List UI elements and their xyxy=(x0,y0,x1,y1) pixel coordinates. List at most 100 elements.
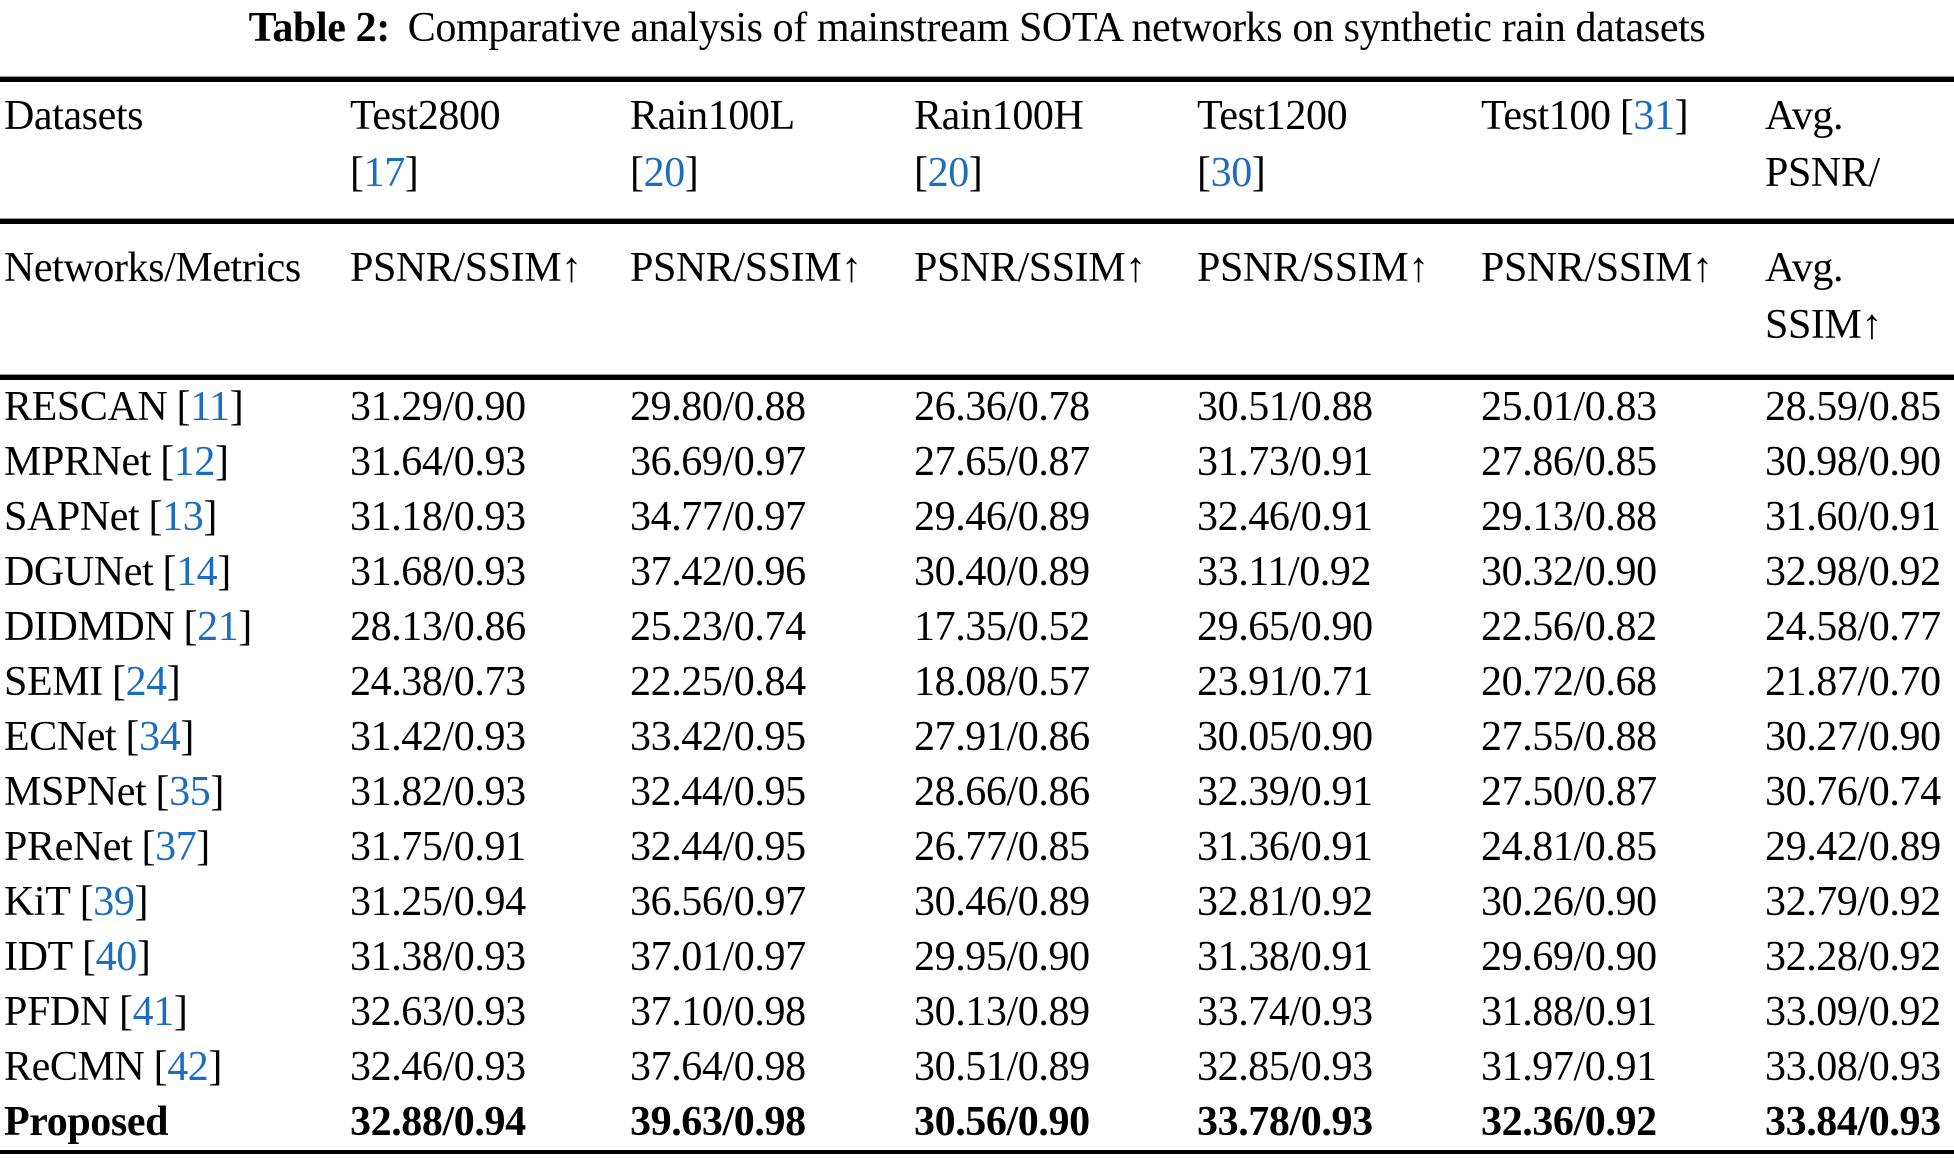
network-name: KiT xyxy=(4,879,71,925)
metric-value: 31.82/0.93 xyxy=(350,769,526,815)
network-name: IDT xyxy=(4,934,73,980)
citation-link[interactable]: 13 xyxy=(162,494,204,540)
citation-link[interactable]: 31 xyxy=(1633,93,1675,139)
metric-value: 29.69/0.90 xyxy=(1481,934,1657,980)
metric-value: 31.38/0.93 xyxy=(350,934,526,980)
citation-bracket: ] xyxy=(136,934,151,980)
dataset-header-rain100l: Rain100L [20] xyxy=(630,93,795,196)
metric-value: 31.73/0.91 xyxy=(1197,439,1373,485)
citation-bracket: ] xyxy=(210,769,224,815)
citation-bracket: ] xyxy=(215,439,229,485)
metric-value: 17.35/0.52 xyxy=(914,604,1090,650)
table-body: RESCAN [11] 31.29/0.90 29.80/0.88 26.36/0.78… xyxy=(0,380,1954,1150)
metric-value: 29.13/0.88 xyxy=(1481,494,1657,540)
network-cell: PReNet [37] xyxy=(0,820,346,875)
table-row: DGUNet [14] 31.68/0.93 37.42/0.96 30.40/0.89… xyxy=(0,545,1954,600)
citation-link[interactable]: 41 xyxy=(132,989,175,1035)
metric-value: 30.32/0.90 xyxy=(1481,549,1657,595)
citation-bracket: ] xyxy=(134,879,149,925)
table-row: PReNet [37] 31.75/0.91 32.44/0.95 26.77/0.85… xyxy=(0,820,1954,875)
citation-bracket: [ xyxy=(119,989,133,1035)
citation-bracket: ] xyxy=(173,989,188,1035)
network-cell: KiT [39] xyxy=(0,875,346,930)
avg-ssim-header: Avg. SSIM↑ xyxy=(1765,245,1883,348)
header-bottom-rule xyxy=(0,374,1954,380)
network-cell: IDT [40] xyxy=(0,930,346,985)
metric-value: 27.65/0.87 xyxy=(914,439,1090,485)
metric-value: 30.51/0.88 xyxy=(1197,384,1373,430)
metric-value: 22.25/0.84 xyxy=(630,659,806,705)
metric-value: 24.38/0.73 xyxy=(350,659,526,705)
citation-link[interactable]: 34 xyxy=(139,714,181,760)
metric-value: 33.09/0.92 xyxy=(1765,989,1941,1035)
citation-link[interactable]: 24 xyxy=(125,659,168,705)
citation-link[interactable]: 14 xyxy=(176,549,218,595)
dataset-header-test1200: Test1200 [30] xyxy=(1197,93,1348,196)
citation-bracket: [ xyxy=(176,384,191,430)
network-name: SEMI xyxy=(4,659,103,705)
citation-link[interactable]: 35 xyxy=(169,769,211,815)
citation-link[interactable]: 30 xyxy=(1210,150,1253,196)
metric-value: 24.81/0.85 xyxy=(1481,824,1657,870)
metric-value: 32.98/0.92 xyxy=(1765,549,1941,595)
citation-bracket: ] xyxy=(217,549,231,595)
metric-value: 37.42/0.96 xyxy=(630,549,806,595)
network-name: ECNet xyxy=(4,714,117,760)
table-row: PFDN [41] 32.63/0.93 37.10/0.98 30.13/0.89 33… xyxy=(0,985,1954,1040)
citation-link[interactable]: 11 xyxy=(190,384,230,430)
table-row: MPRNet [12] 31.64/0.93 36.69/0.97 27.65/0.87… xyxy=(0,435,1954,490)
citation-link[interactable]: 17 xyxy=(363,150,406,196)
metric-value: 28.13/0.86 xyxy=(350,604,526,650)
table-row: ReCMN [42] 32.46/0.93 37.64/0.98 30.51/0.89 3… xyxy=(0,1040,1954,1095)
metric-value: 31.97/0.91 xyxy=(1481,1044,1657,1090)
citation-bracket: [ xyxy=(141,824,156,870)
network-name: DIDMDN xyxy=(4,604,175,650)
citation-link[interactable]: 42 xyxy=(167,1044,209,1090)
citation-link[interactable]: 20 xyxy=(927,150,970,196)
citation-link[interactable]: 37 xyxy=(155,824,197,870)
citation-link[interactable]: 20 xyxy=(643,150,686,196)
metric-value: 31.36/0.91 xyxy=(1197,824,1373,870)
dataset-header-test2800: Test2800 [17] xyxy=(350,93,501,196)
network-cell: ECNet [34] xyxy=(0,710,346,765)
metric-value: 30.76/0.74 xyxy=(1765,769,1941,815)
metric-value: 30.26/0.90 xyxy=(1481,879,1657,925)
citation-link[interactable]: 21 xyxy=(197,604,239,650)
metric-value: 24.58/0.77 xyxy=(1765,604,1941,650)
network-cell: ReCMN [42] xyxy=(0,1040,346,1095)
metric-value: 31.25/0.94 xyxy=(350,879,526,925)
citation-bracket: [ xyxy=(111,659,126,705)
metric-header: PSNR/SSIM↑ xyxy=(630,245,862,291)
metric-value: 32.79/0.92 xyxy=(1765,879,1941,925)
table-row: RESCAN [11] 31.29/0.90 29.80/0.88 26.36/0.78… xyxy=(0,380,1954,435)
network-cell: MSPNet [35] xyxy=(0,765,346,820)
metric-value: 27.50/0.87 xyxy=(1481,769,1657,815)
network-cell: DGUNet [14] xyxy=(0,545,346,600)
network-name: MSPNet xyxy=(4,769,147,815)
metric-value: 26.36/0.78 xyxy=(914,384,1090,430)
metric-header: PSNR/SSIM↑ xyxy=(350,245,582,291)
citation-link[interactable]: 40 xyxy=(95,934,138,980)
table-number: Table 2: xyxy=(248,5,391,51)
metric-value: 30.13/0.89 xyxy=(914,989,1090,1035)
citation-link[interactable]: 39 xyxy=(93,879,135,925)
metric-value: 32.63/0.93 xyxy=(350,989,526,1035)
table-top-rule xyxy=(0,76,1954,82)
metric-value: 32.81/0.92 xyxy=(1197,879,1373,925)
citation-bracket: [ xyxy=(155,769,170,815)
citation-link[interactable]: 12 xyxy=(173,439,216,485)
metric-value: 32.46/0.91 xyxy=(1197,494,1373,540)
metric-value: 33.11/0.92 xyxy=(1197,549,1372,595)
metric-value: 32.44/0.95 xyxy=(630,769,806,815)
metric-value: 30.05/0.90 xyxy=(1197,714,1373,760)
table-row: MSPNet [35] 31.82/0.93 32.44/0.95 28.66/0.86… xyxy=(0,765,1954,820)
citation-bracket: ] xyxy=(208,1044,222,1090)
metric-value: 33.42/0.95 xyxy=(630,714,806,760)
citation-bracket: ] xyxy=(180,714,194,760)
metric-value: 29.42/0.89 xyxy=(1765,824,1941,870)
metric-value: 32.36/0.92 xyxy=(1481,1099,1657,1145)
dataset-header-test100: Test100 [31] xyxy=(1481,93,1689,139)
metric-value: 33.74/0.93 xyxy=(1197,989,1373,1035)
network-name: SAPNet xyxy=(4,494,140,540)
citation-bracket: [ xyxy=(82,934,96,980)
